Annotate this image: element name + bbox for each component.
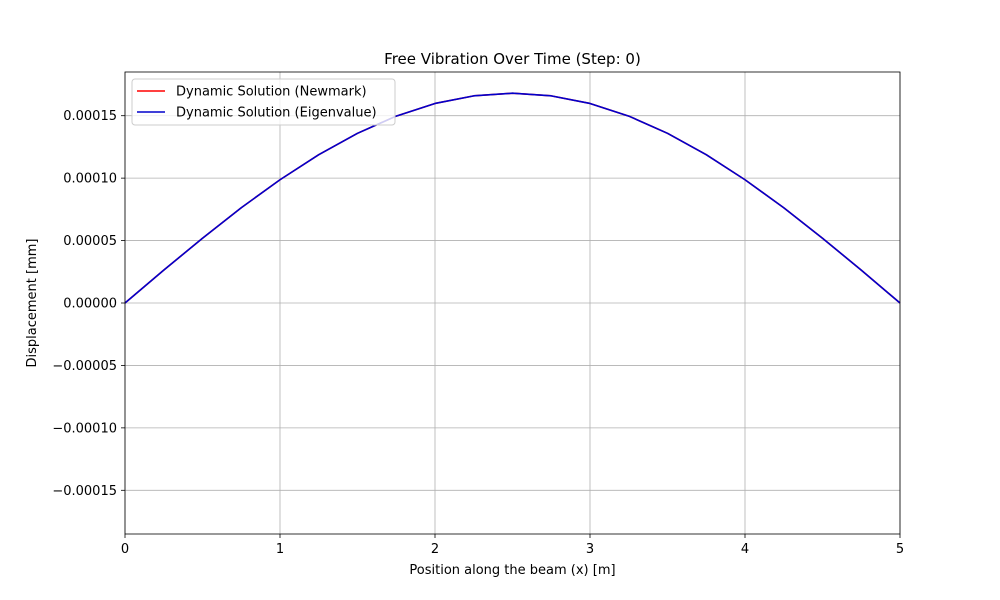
y-tick-label: 0.00015 — [63, 109, 117, 124]
legend: Dynamic Solution (Newmark) Dynamic Soluti… — [131, 78, 396, 126]
y-tick-label: 0.00000 — [63, 297, 117, 312]
plot-area: 0 1 2 3 4 5 −0.00015 −0.00010 −0.00005 0.00000 0.0… — [52, 71, 904, 557]
y-tick-label: 0.00010 — [63, 172, 117, 187]
chart-title: Free Vibration Over Time (Step: 0) — [384, 50, 641, 68]
y-tick-label: 0.00005 — [63, 234, 117, 249]
x-tick-label: 3 — [586, 542, 594, 557]
y-tick-label: −0.00005 — [52, 359, 117, 374]
x-tick-label: 0 — [121, 542, 129, 557]
x-axis-label: Position along the beam (x) [m] — [409, 563, 615, 578]
x-tick-label: 4 — [741, 542, 749, 557]
x-tick-label: 2 — [431, 542, 439, 557]
y-tick-label: −0.00010 — [52, 421, 117, 436]
x-tick-label: 5 — [896, 542, 904, 557]
legend-label-newmark: Dynamic Solution (Newmark) — [176, 85, 367, 100]
y-axis-label: Displacement [mm] — [25, 239, 40, 368]
series-line-eigenvalue — [124, 92, 901, 304]
legend-box — [131, 78, 396, 126]
x-tick-label: 1 — [276, 542, 284, 557]
legend-label-eigenvalue: Dynamic Solution (Eigenvalue) — [176, 106, 377, 121]
y-tick-label: −0.00015 — [52, 484, 117, 499]
